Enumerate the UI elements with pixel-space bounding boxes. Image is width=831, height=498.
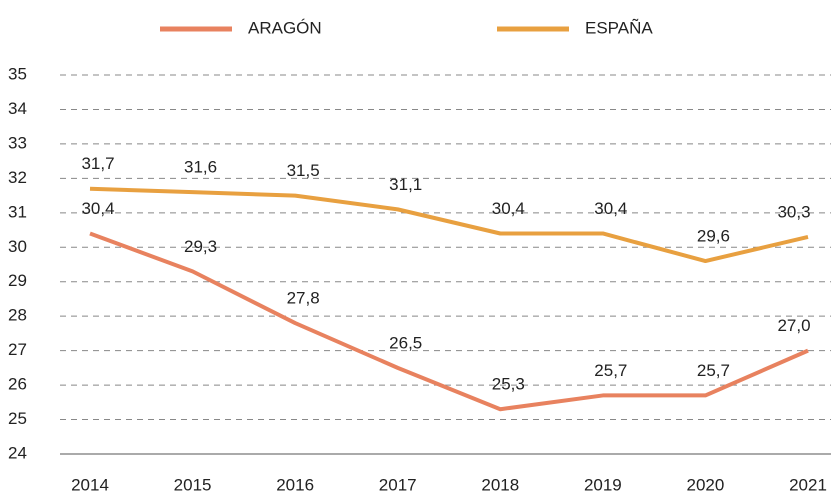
- data-label: 27,8: [287, 289, 320, 308]
- series-line: [89, 186, 809, 264]
- data-label: 31,6: [184, 158, 217, 177]
- y-tick-label: 28: [8, 306, 27, 325]
- x-tick-label: 2014: [71, 475, 109, 494]
- data-label: 31,7: [81, 154, 114, 173]
- data-label: 25,7: [594, 361, 627, 380]
- x-tick-label: 2016: [276, 475, 314, 494]
- x-tick-label: 2018: [481, 475, 519, 494]
- x-tick-label: 2021: [789, 475, 827, 494]
- y-tick-label: 29: [8, 271, 27, 290]
- y-tick-label: 25: [8, 409, 27, 428]
- data-label: 27,0: [777, 316, 810, 335]
- x-tick-label: 2017: [379, 475, 417, 494]
- y-tick-label: 27: [8, 340, 27, 359]
- x-tick-label: 2015: [174, 475, 212, 494]
- data-label: 31,1: [389, 175, 422, 194]
- x-tick-label: 2019: [584, 475, 622, 494]
- data-label: 25,7: [697, 361, 730, 380]
- x-tick-label: 2020: [687, 475, 725, 494]
- y-tick-label: 32: [8, 168, 27, 187]
- y-tick-label: 30: [8, 237, 27, 256]
- data-label: 26,5: [389, 333, 422, 352]
- y-tick-label: 35: [8, 64, 27, 83]
- data-label: 30,4: [81, 199, 114, 218]
- data-label: 29,3: [184, 237, 217, 256]
- legend-label: ESPAÑA: [585, 18, 653, 37]
- data-label: 29,6: [697, 227, 730, 246]
- series-line: [89, 231, 809, 412]
- data-label: 25,3: [492, 375, 525, 394]
- y-tick-label: 33: [8, 133, 27, 152]
- data-label: 31,5: [287, 161, 320, 180]
- data-label: 30,4: [492, 199, 525, 218]
- legend-label: ARAGÓN: [248, 18, 322, 37]
- y-tick-label: 24: [8, 443, 27, 462]
- data-label: 30,4: [594, 199, 627, 218]
- y-tick-label: 26: [8, 375, 27, 394]
- y-tick-label: 31: [8, 202, 27, 221]
- y-tick-label: 34: [8, 99, 27, 118]
- data-label: 30,3: [777, 202, 810, 221]
